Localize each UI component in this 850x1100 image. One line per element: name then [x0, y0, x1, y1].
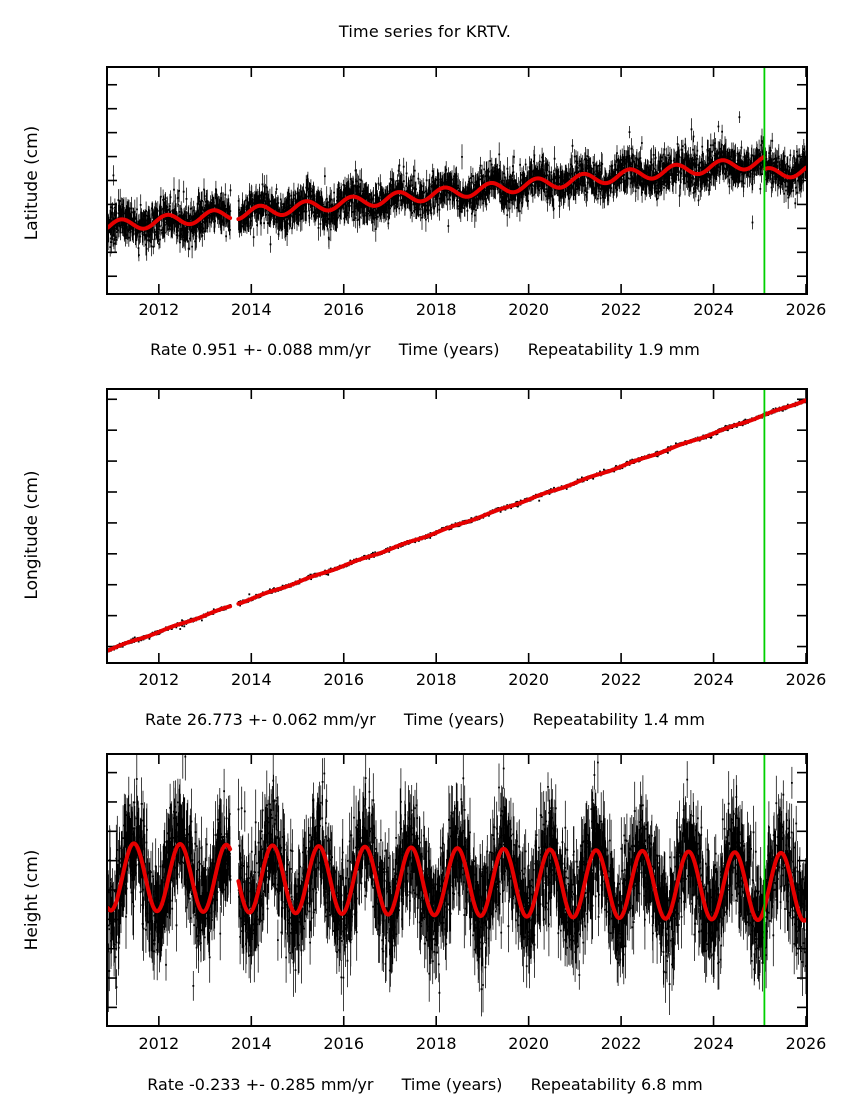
panel-height: Height (cm) 3210-1-2-3-4-5 2012201420162… — [0, 735, 850, 1100]
plot-area-height — [108, 755, 806, 1025]
x-axis-label-height: Time (years) — [401, 1075, 503, 1094]
x-tick-label: 2026 — [785, 300, 827, 319]
x-axis-label-latitude: Time (years) — [398, 340, 500, 359]
caption-longitude: Rate 26.773 +- 0.062 mm/yr Time (years) … — [0, 710, 850, 729]
rate-label-height: Rate -0.233 +- 0.285 mm/yr — [147, 1075, 374, 1094]
x-tick-label: 2014 — [230, 1034, 272, 1053]
x-tick-label: 2024 — [693, 300, 734, 319]
x-tick-label: 2022 — [600, 670, 642, 689]
x-tick-labels-longitude: 2012 2014 2016 2018 2020 2022 2024 2026 — [0, 370, 850, 735]
x-tick-labels-latitude: 2012 2014 2016 2018 2020 2022 2024 2026 — [0, 0, 850, 365]
x-tick-label: 2026 — [785, 670, 827, 689]
rate-label-longitude: Rate 26.773 +- 0.062 mm/yr — [145, 710, 376, 729]
x-tick-label: 2022 — [600, 300, 642, 319]
x-tick-label: 2016 — [323, 670, 365, 689]
plot-area-latitude — [108, 68, 806, 293]
x-tick-label: 2024 — [693, 670, 734, 689]
x-tick-label: 2012 — [138, 670, 180, 689]
plot-frame-latitude — [106, 66, 808, 295]
model-fit-line — [108, 155, 806, 231]
x-tick-label: 2024 — [693, 1034, 734, 1053]
x-tick-label: 2018 — [415, 1034, 457, 1053]
repeatability-label-longitude: Repeatability 1.4 mm — [532, 710, 705, 729]
x-tick-label: 2012 — [138, 300, 180, 319]
rate-label-latitude: Rate 0.951 +- 0.088 mm/yr — [150, 340, 371, 359]
model-fit-line — [108, 398, 806, 653]
repeatability-label-latitude: Repeatability 1.9 mm — [527, 340, 700, 359]
plot-frame-longitude — [106, 388, 808, 664]
caption-latitude: Rate 0.951 +- 0.088 mm/yr Time (years) R… — [0, 340, 850, 359]
model-fit-line — [108, 841, 806, 923]
panel-latitude: Latitude (cm) 21.510.50-0.5-1-1.5-2 2012… — [0, 0, 850, 365]
plot-area-longitude — [108, 390, 806, 662]
x-tick-label: 2014 — [230, 670, 272, 689]
plot-frame-height — [106, 753, 808, 1027]
x-tick-label: 2022 — [600, 1034, 642, 1053]
x-tick-label: 2016 — [323, 1034, 365, 1053]
x-tick-label: 2012 — [138, 1034, 180, 1053]
x-tick-label: 2014 — [230, 300, 272, 319]
x-tick-label: 2020 — [508, 300, 549, 319]
x-tick-label: 2018 — [415, 300, 457, 319]
panel-longitude: Longitude (cm) 0-5-10-15-20-25-30-35-40 … — [0, 370, 850, 735]
x-tick-label: 2026 — [785, 1034, 827, 1053]
caption-height: Rate -0.233 +- 0.285 mm/yr Time (years) … — [0, 1075, 850, 1094]
repeatability-label-height: Repeatability 6.8 mm — [530, 1075, 703, 1094]
x-tick-label: 2020 — [508, 670, 549, 689]
x-tick-labels-height: 2012 2014 2016 2018 2020 2022 2024 2026 — [0, 735, 850, 1100]
axis-ticks — [108, 390, 806, 662]
x-tick-label: 2020 — [508, 1034, 549, 1053]
x-tick-label: 2018 — [415, 670, 457, 689]
x-tick-label: 2016 — [323, 300, 365, 319]
x-axis-label-longitude: Time (years) — [403, 710, 505, 729]
figure-title: Time series for KRTV. — [338, 22, 512, 41]
